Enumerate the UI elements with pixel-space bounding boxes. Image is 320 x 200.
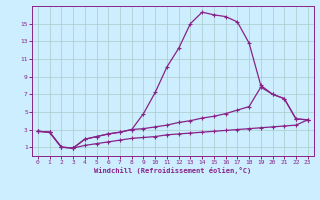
X-axis label: Windchill (Refroidissement éolien,°C): Windchill (Refroidissement éolien,°C) — [94, 167, 252, 174]
